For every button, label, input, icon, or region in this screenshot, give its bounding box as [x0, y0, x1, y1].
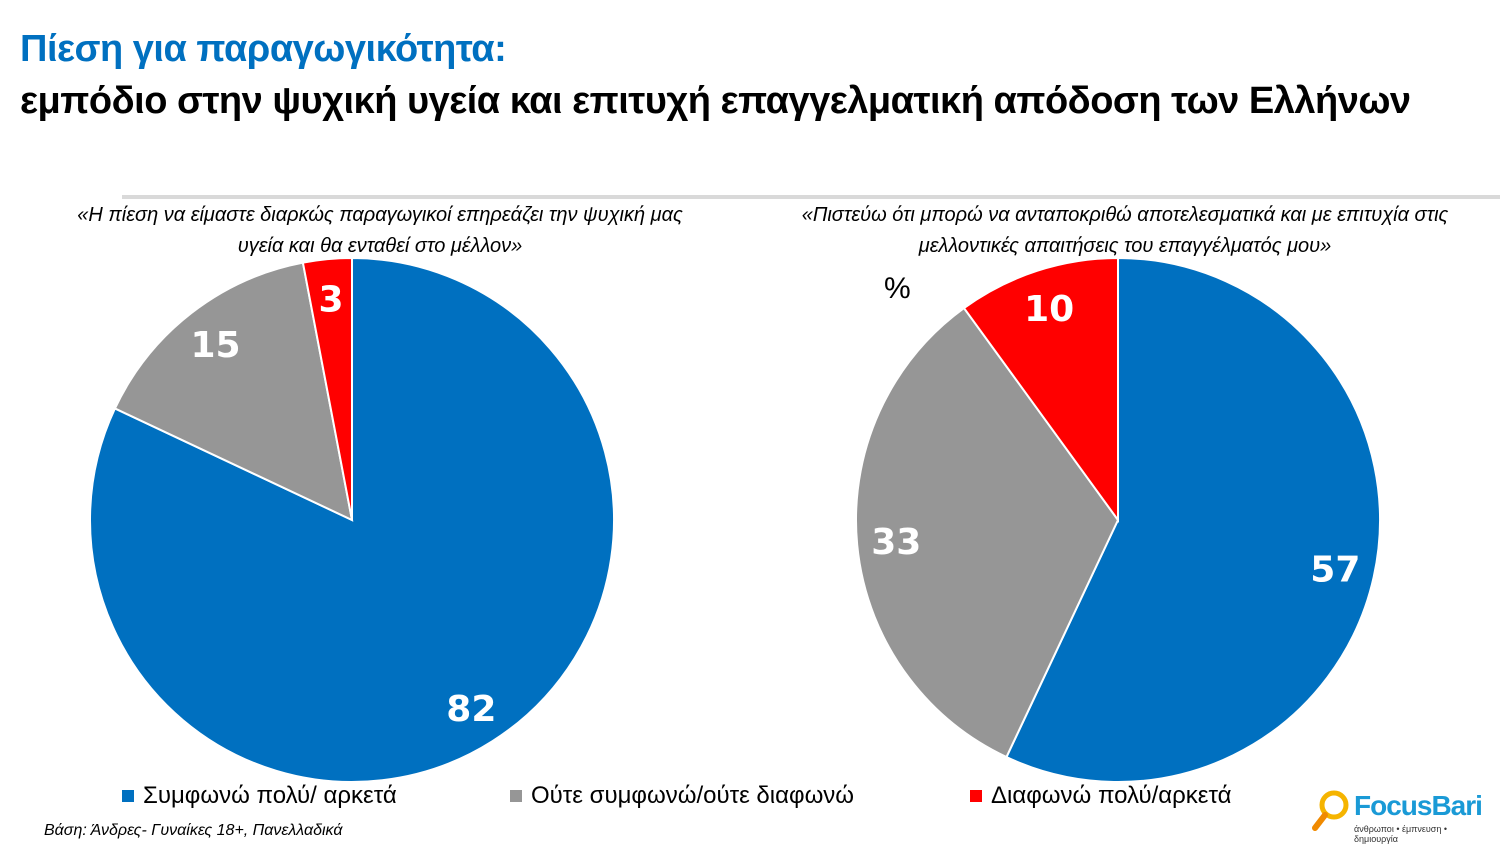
- legend-swatch: [122, 790, 134, 802]
- pie-2-data-label-2: 33: [871, 522, 921, 563]
- divider: [122, 195, 1500, 199]
- focusbari-logo: FocusBari άνθρωποι • έμπνευση • δημιουργ…: [1312, 788, 1492, 844]
- legend-label: Συμφωνώ πολύ/ αρκετά: [143, 782, 397, 809]
- pie-2-slice-2: [855, 306, 1120, 759]
- legend-label: Διαφωνώ πολύ/αρκετά: [991, 782, 1232, 809]
- pie-2-data-label-3: 10: [1024, 289, 1074, 330]
- logo-brand: FocusBari: [1354, 790, 1483, 821]
- pie-2-slice-1: [1005, 256, 1381, 783]
- chart-1-title: «Η πίεση να είμαστε διαρκώς παραγωγικοί …: [77, 204, 683, 257]
- pie-1-data-label-2: 15: [190, 325, 240, 366]
- legend-swatch: [970, 790, 982, 802]
- legend-label: Ούτε συμφωνώ/ούτε διαφωνώ: [531, 782, 855, 809]
- title-line-1: Πίεση για παραγωγικότητα:: [20, 28, 507, 70]
- legend-item-disagree: Διαφωνώ πολύ/αρκετά: [970, 782, 1232, 810]
- chart-2-title: «Πιστεύω ότι μπορώ να ανταποκριθώ αποτελ…: [801, 204, 1449, 257]
- pie-1-slice-2: [113, 261, 354, 522]
- unit-label: %: [884, 272, 911, 305]
- title-line-2: εμπόδιο στην ψυχική υγεία και επιτυχή επ…: [20, 80, 1411, 122]
- logo-tagline: άνθρωποι • έμπνευση • δημιουργία: [1354, 824, 1448, 844]
- pie-1-slice-3: [301, 256, 353, 521]
- pie-2-slice-3: [962, 256, 1119, 524]
- legend-item-agree: Συμφωνώ πολύ/ αρκετά: [122, 782, 397, 810]
- base-note: Βάση: Άνδρες- Γυναίκες 18+, Πανελλαδικά: [44, 822, 343, 839]
- pie-1-data-label-3: 3: [319, 279, 344, 320]
- pie-1-data-label-1: 82: [446, 689, 496, 730]
- pie-2-data-label-1: 57: [1310, 550, 1360, 591]
- legend-swatch: [510, 790, 522, 802]
- magnifier-icon: [1312, 790, 1349, 831]
- legend-item-neutral: Ούτε συμφωνώ/ούτε διαφωνώ: [510, 782, 854, 810]
